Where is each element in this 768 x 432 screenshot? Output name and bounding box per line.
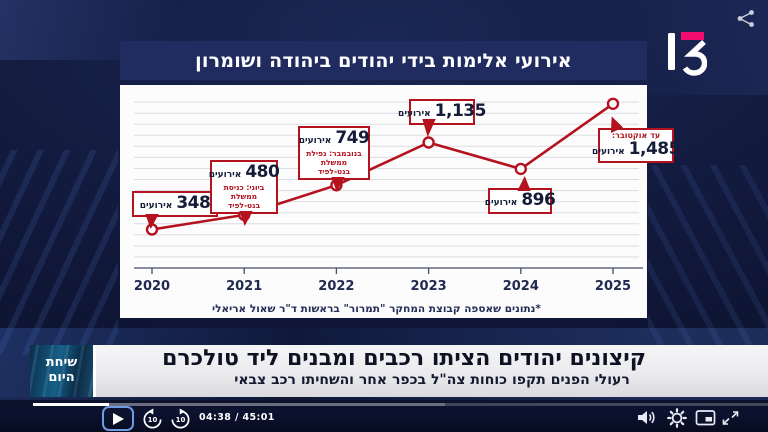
callout-value: 749 xyxy=(335,128,370,148)
callout-unit: אירועים xyxy=(139,201,173,211)
progress-played xyxy=(33,403,109,406)
logo-digit-1 xyxy=(668,33,675,70)
headline: קיצונים יהודים הציתו רכבים ומבנים ליד טו… xyxy=(162,346,646,371)
data-callout-2021: 480 אירועים ביוני: כניסת ממשלת בנט-לפיד xyxy=(208,160,280,226)
callout-prefix: עד אוקטובר: xyxy=(611,131,661,140)
news-banner: קיצונים יהודים הציתו רכבים ומבנים ליד טו… xyxy=(93,345,768,397)
svg-text:2025: 2025 xyxy=(595,279,631,294)
callout-unit: אירועים xyxy=(592,147,625,157)
backdrop-streaks xyxy=(0,150,118,355)
settings-gear-icon[interactable] xyxy=(667,408,688,428)
callout-value: 896 xyxy=(521,190,556,210)
chart-title-bar: אירועי אלימות בידי יהודים ביהודה ושומרון xyxy=(120,41,647,80)
forward-10-label: 10 xyxy=(175,416,186,424)
callout-value: 1,485 xyxy=(628,139,681,159)
data-callout-2022: 749 אירועים בנובמבר: נפילת ממשלת בנט-לפיד xyxy=(298,126,370,192)
svg-text:2020: 2020 xyxy=(134,279,170,294)
callout-unit: אירועים xyxy=(398,109,431,119)
backdrop-streaks xyxy=(648,165,768,350)
picture-in-picture-icon[interactable] xyxy=(695,408,716,427)
channel-13-logo xyxy=(666,31,708,76)
callout-unit: אירועים xyxy=(484,198,518,208)
forward-10-button[interactable]: 10 xyxy=(169,408,192,431)
data-callout-2020: 348 אירועים xyxy=(132,191,218,229)
progress-bar[interactable] xyxy=(33,403,768,406)
progress-buffered xyxy=(33,403,445,406)
data-callout-2023: 1,135 אירועים xyxy=(398,99,486,137)
data-callout-2025: עד אוקטובר: 1,485 אירועים xyxy=(592,128,680,163)
volume-icon[interactable] xyxy=(636,408,657,427)
time-display: 04:38 / 45:01 xyxy=(199,412,275,423)
svg-text:2023: 2023 xyxy=(411,279,447,294)
play-button[interactable] xyxy=(102,406,134,431)
chart-title: אירועי אלימות בידי יהודים ביהודה ושומרון xyxy=(195,49,572,72)
chart-footnote: *נתונים שאספה קבוצת המחקר "תמרור" בראשות… xyxy=(212,303,541,315)
callout-note: ביוני: כניסת ממשלת בנט-לפיד xyxy=(223,183,265,210)
fullscreen-toggle-icon[interactable] xyxy=(722,410,739,426)
subheadline: רעולי הפנים תקפו כוחות צה"ל בכפר אחר והש… xyxy=(234,372,630,388)
callout-value: 348 xyxy=(176,193,211,213)
data-callout-2024: 896 אירועים xyxy=(484,176,556,214)
callout-unit: אירועים xyxy=(298,136,332,146)
rewind-10-label: 10 xyxy=(147,416,158,424)
callout-note: בנובמבר: נפילת ממשלת בנט-לפיד xyxy=(306,149,362,176)
callout-unit: אירועים xyxy=(208,170,242,180)
callout-value: 1,135 xyxy=(434,101,487,121)
show-badge: שיחת היום xyxy=(30,345,93,397)
logo-digit-3 xyxy=(681,32,707,76)
rewind-10-button[interactable]: 10 xyxy=(141,408,164,431)
svg-text:2022: 2022 xyxy=(318,279,354,294)
svg-text:2021: 2021 xyxy=(226,279,262,294)
badge-line1: שיחת xyxy=(45,355,78,370)
badge-line2: היום xyxy=(48,370,75,385)
chart-panel: 2020 2021 2022 2023 2024 2025 348 אירועים 480 א… xyxy=(120,85,680,318)
share-icon[interactable] xyxy=(736,9,756,28)
svg-text:2024: 2024 xyxy=(503,279,539,294)
play-icon xyxy=(113,412,124,425)
chart-plot: 2020 2021 2022 2023 2024 2025 xyxy=(134,97,643,294)
callout-value: 480 xyxy=(245,162,280,182)
